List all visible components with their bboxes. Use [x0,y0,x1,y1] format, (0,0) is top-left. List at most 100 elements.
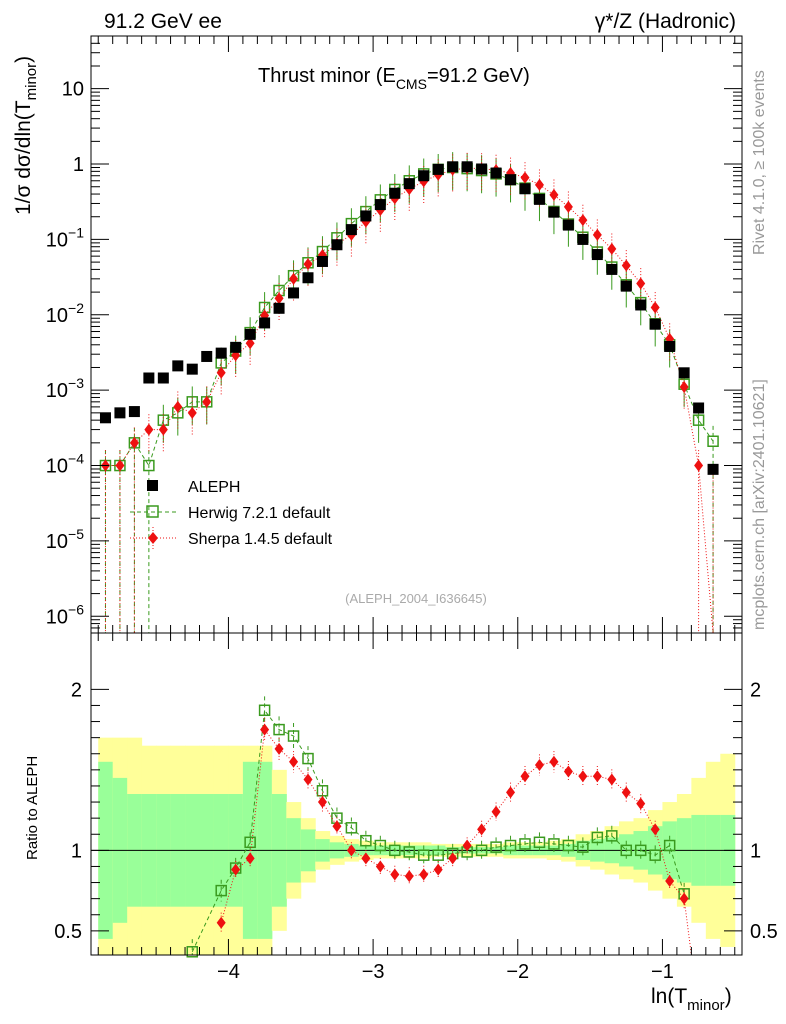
aleph-point [99,412,111,424]
aleph-point [620,280,632,292]
sherpa-point [621,259,631,272]
aleph-point [316,255,328,267]
ratio-ytick-label: 0.5 [54,921,82,943]
ratio-xtick-label: −1 [651,961,674,983]
sherpa-ratio-point [477,823,487,836]
legend-aleph-marker [147,480,158,491]
aleph-point [331,239,343,251]
aleph-point [664,340,676,352]
aleph-point [577,233,589,245]
aleph-point [519,183,531,195]
main-ytick-label: 10−4 [46,451,84,478]
sherpa-point [636,277,646,290]
sherpa-ratio-point [346,844,356,857]
herwig-ratio-point [490,841,502,853]
sherpa-ratio-point [433,863,443,876]
herwig-ratio-point [360,834,372,847]
sherpa-point [274,292,284,305]
herwig-ratio-point [389,844,401,857]
aleph-point [143,372,155,384]
aleph-point [157,372,169,384]
ratio-xtick-label: −4 [217,961,240,983]
herwig-ratio-line [191,708,685,952]
herwig-ratio-point [345,822,358,834]
sherpa-ratio-point [375,860,385,873]
aleph-point [635,299,647,311]
herwig-ratio-point [620,844,633,857]
aleph-point [186,363,198,375]
herwig-ratio-point [403,846,416,858]
aleph-point [649,318,661,330]
herwig-line [105,166,714,467]
analysis-watermark: (ALEPH_2004_I636645) [345,591,487,606]
herwig-ratio-point [504,839,517,852]
main-ytick-label: 10−1 [46,224,84,251]
sherpa-ratio-point [317,796,327,809]
legend-aleph-label: ALEPH [188,479,240,496]
sherpa-ratio-point [245,852,255,865]
sherpa-ratio-point [578,770,588,783]
sherpa-point [520,171,530,184]
main-ytick-label: 10−2 [46,300,84,327]
ratio-ytick-label-right: 0.5 [750,921,778,943]
herwig-ratio-point [606,830,618,842]
herwig-ratio-point [634,844,647,857]
sherpa-point [650,301,660,314]
sherpa-ratio-point [520,770,530,783]
sherpa-ratio-point [607,773,617,786]
ratio-xlabel: ln(Tminor) [651,985,732,1014]
main-ytick-label: 10−5 [46,526,84,553]
sherpa-point [303,258,313,271]
sherpa-point [679,381,689,394]
herwig-point [707,435,719,448]
aleph-point [389,187,401,199]
aleph-point [606,263,618,275]
aleph-point [432,163,444,175]
sherpa-ratio-point [636,797,646,810]
sherpa-ratio-point [274,742,284,755]
ratio-xtick-label: −2 [506,961,529,983]
sherpa-ratio-point [665,874,675,887]
aleph-point [345,224,357,236]
sherpa-point [173,400,183,413]
main-ytick-label: 10−6 [46,601,84,628]
sherpa-ratio-point [332,820,342,833]
aleph-point [302,272,314,284]
sherpa-point [592,228,602,241]
sherpa-point [115,459,125,472]
sherpa-point [187,406,197,419]
mcplots-label: mcplots.cern.ch [arXiv:2401.10621] [751,379,768,630]
herwig-ratio-point [186,946,199,958]
sherpa-ratio-point [462,839,472,852]
aleph-point [273,302,285,314]
aleph-point [678,367,690,379]
aleph-point [114,407,126,419]
aleph-point [403,178,415,190]
herwig-ratio-point [215,884,227,897]
aleph-point [548,206,560,218]
aleph-point [476,163,488,175]
sherpa-point [202,395,212,408]
legend-sherpa-label: Sherpa 1.4.5 default [188,531,333,548]
header-energy: 91.2 GeV ee [104,10,222,33]
sherpa-point [549,188,559,201]
aleph-point [172,360,184,372]
main-panel: 10−6 10−5 10−4 10−3 10−2 10−1 1 10 [46,35,743,634]
sherpa-ratio-point [216,916,226,929]
herwig-ratio-point [432,849,444,861]
sherpa-point [563,200,573,213]
aleph-point [418,170,430,182]
ratio-xtick-label: −3 [362,961,385,983]
herwig-ratio-point [273,723,285,736]
sherpa-ratio-point [621,786,631,799]
herwig-ratio-point [663,839,676,852]
herwig-point [692,414,705,426]
herwig-point [143,459,155,472]
sherpa-ratio-point [231,863,241,876]
legend-sherpa-marker [148,532,158,544]
sherpa-ratio-point [506,786,516,799]
herwig-ratio-point [302,752,314,765]
herwig-ratio-point [475,844,488,857]
aleph-point [128,406,140,418]
